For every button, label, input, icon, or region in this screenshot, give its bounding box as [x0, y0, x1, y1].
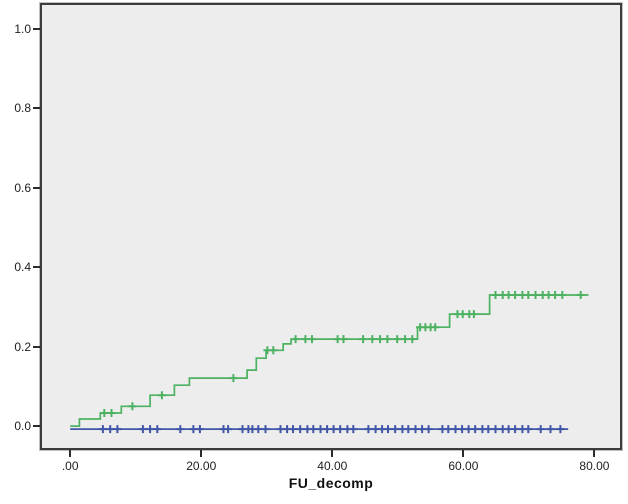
x-axis-tick-label: 80.00: [579, 459, 610, 473]
green_event_step_curve-line: [70, 294, 589, 427]
x-axis-tick: [593, 450, 596, 457]
y-axis-tick-label: 0.4: [14, 260, 31, 275]
y-axis-tick: [33, 266, 40, 269]
x-axis-tick: [69, 450, 72, 457]
x-axis-tick-label: 20.00: [186, 459, 217, 473]
plot-panel: [40, 3, 622, 450]
y-axis-tick-label: 1.0: [14, 21, 31, 36]
x-axis-tick-label: .00: [61, 459, 79, 473]
y-axis-tick-label: 0.0: [14, 419, 31, 434]
x-axis-tick: [331, 450, 334, 457]
step-curve-plot: [70, 291, 589, 434]
y-axis-tick-label: 0.8: [14, 101, 31, 116]
y-axis-tick-label: 0.2: [14, 339, 31, 354]
y-axis-tick: [33, 107, 40, 110]
x-axis-tick-label: 40.00: [317, 459, 348, 473]
blue_flat_zero_curve-censor-marks: [98, 425, 565, 434]
y-axis-tick: [33, 345, 40, 348]
y-axis-tick: [33, 425, 40, 428]
y-axis-tick-label: 0.6: [14, 180, 31, 195]
x-axis-title: FU_decomp: [288, 475, 374, 491]
green_event_step_curve-censor-marks: [100, 291, 585, 417]
y-axis-tick: [33, 27, 40, 30]
x-axis-tick: [462, 450, 465, 457]
x-axis-tick: [200, 450, 203, 457]
x-axis-tick-label: 60.00: [448, 459, 479, 473]
y-axis-tick: [33, 186, 40, 189]
